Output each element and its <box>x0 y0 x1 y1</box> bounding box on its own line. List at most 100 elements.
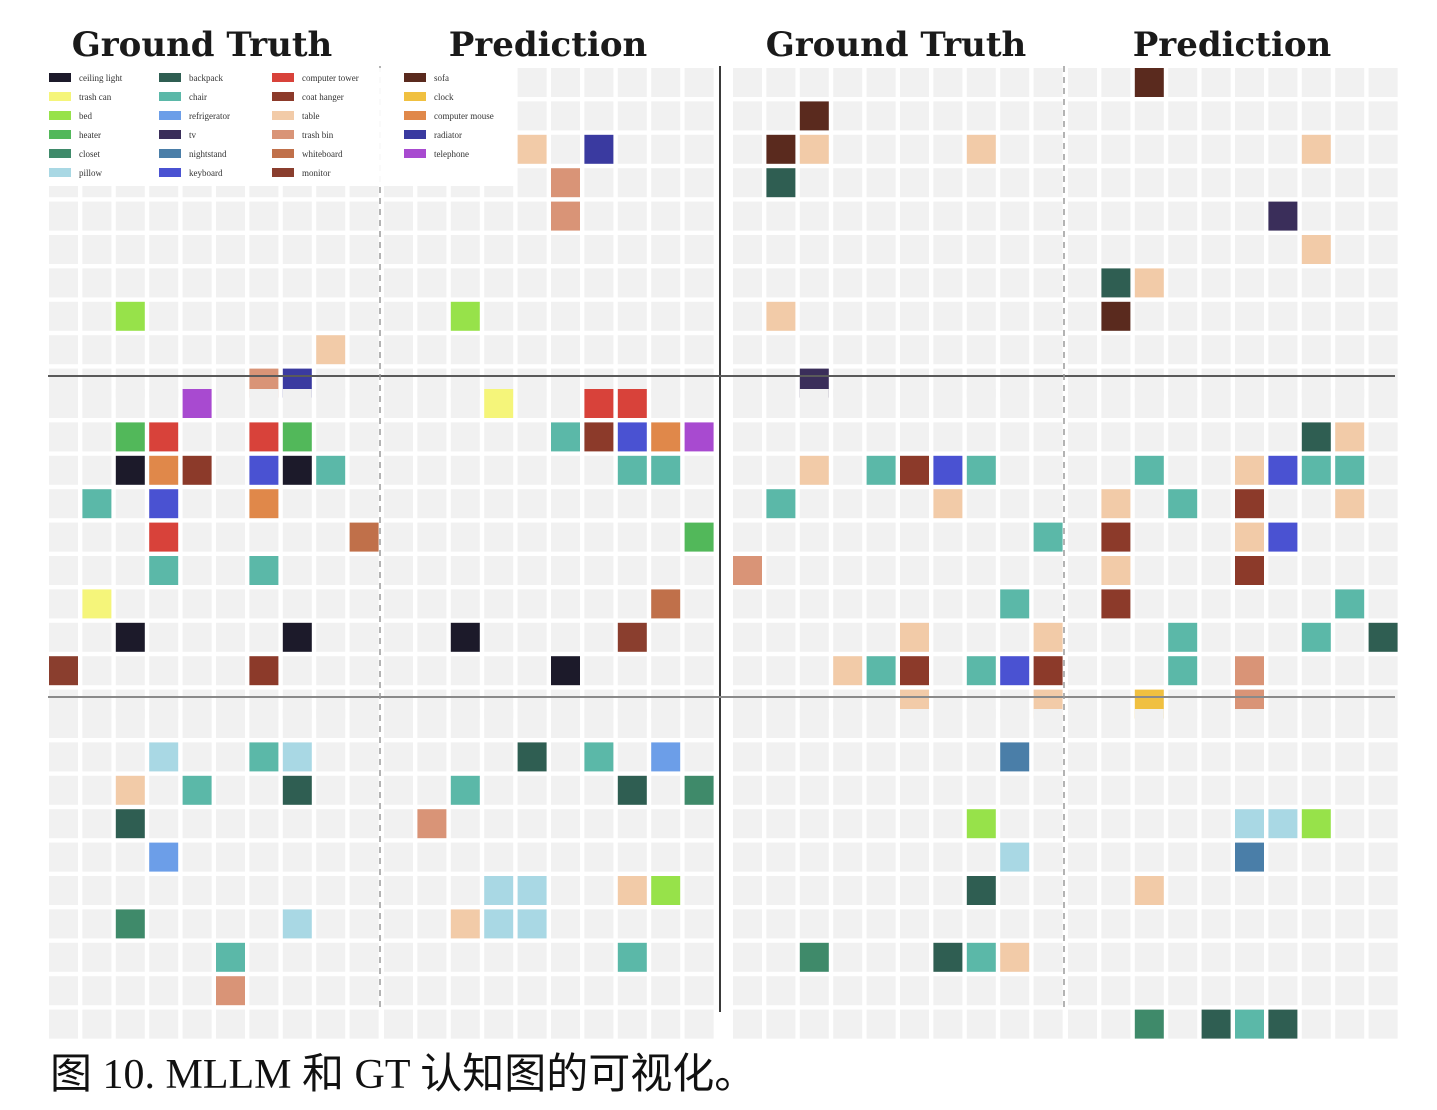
empty-cell <box>799 268 829 298</box>
empty-cell <box>651 775 681 805</box>
object-cell-ch <box>1033 522 1063 552</box>
empty-cell <box>799 168 829 198</box>
empty-cell <box>933 134 963 164</box>
empty-cell <box>866 742 896 772</box>
empty-cell <box>216 876 245 905</box>
empty-cell <box>1168 589 1198 619</box>
empty-cell <box>149 301 179 331</box>
empty-cell <box>484 976 514 1006</box>
empty-cell <box>1168 389 1198 418</box>
object-cell-tbin <box>551 201 580 231</box>
empty-cell <box>1268 301 1298 331</box>
empty-cell <box>1101 389 1131 418</box>
empty-cell <box>417 1009 447 1039</box>
object-cell-rad <box>584 134 614 164</box>
empty-cell <box>684 622 714 652</box>
empty-cell <box>933 909 963 939</box>
empty-cell <box>1368 301 1398 331</box>
empty-cell <box>149 201 179 231</box>
empty-cell <box>484 775 514 805</box>
object-cell-tb <box>966 134 996 164</box>
map-r2-pred-b <box>1068 389 1398 719</box>
empty-cell <box>1134 101 1164 131</box>
empty-cell <box>584 656 614 686</box>
empty-cell <box>49 709 78 738</box>
empty-cell <box>82 335 112 365</box>
empty-cell <box>384 522 413 552</box>
figure-caption: 图 10. MLLM 和 GT 认知图的可视化。 <box>50 1052 757 1098</box>
empty-cell <box>833 809 863 839</box>
empty-cell <box>651 101 681 131</box>
object-cell-ht <box>115 422 145 452</box>
empty-cell <box>1168 556 1198 585</box>
empty-cell <box>833 976 863 1006</box>
empty-cell <box>384 389 413 418</box>
empty-cell <box>766 942 796 972</box>
object-cell-bp <box>282 775 312 805</box>
empty-cell <box>450 1009 480 1039</box>
object-cell-ch <box>1335 589 1365 619</box>
empty-cell <box>1033 389 1063 418</box>
legend-swatch <box>159 130 181 139</box>
empty-cell <box>966 268 996 298</box>
empty-cell <box>517 622 547 652</box>
legend-swatch <box>272 149 294 158</box>
empty-cell <box>82 389 112 418</box>
empty-cell <box>966 589 996 619</box>
empty-cell <box>115 522 145 552</box>
empty-cell <box>49 422 78 452</box>
empty-cell <box>866 976 896 1006</box>
object-cell-pil <box>484 876 514 905</box>
empty-cell <box>450 522 480 552</box>
empty-cell <box>316 976 346 1006</box>
empty-cell <box>1101 455 1131 485</box>
empty-cell <box>1301 909 1331 939</box>
empty-cell <box>417 301 447 331</box>
empty-cell <box>1368 842 1398 872</box>
object-cell-bed <box>1301 809 1331 839</box>
empty-cell <box>417 876 447 905</box>
empty-cell <box>1301 489 1331 519</box>
object-cell-tb <box>799 134 829 164</box>
empty-cell <box>733 909 762 939</box>
empty-cell <box>517 335 547 365</box>
empty-cell <box>733 235 762 264</box>
legend-swatch <box>404 73 426 82</box>
empty-cell <box>766 976 796 1006</box>
object-cell-ch <box>866 656 896 686</box>
empty-cell <box>115 235 145 264</box>
empty-cell <box>1201 656 1231 686</box>
empty-cell <box>282 235 312 264</box>
empty-cell <box>316 742 346 772</box>
empty-cell <box>149 589 179 619</box>
empty-cell <box>900 101 929 131</box>
map-r3-gt-a <box>49 709 379 1039</box>
empty-cell <box>1134 976 1164 1006</box>
empty-cell <box>1201 134 1231 164</box>
empty-cell <box>1033 168 1063 198</box>
empty-cell <box>149 1009 179 1039</box>
empty-cell <box>1368 742 1398 772</box>
empty-cell <box>182 489 212 519</box>
empty-cell <box>833 389 863 418</box>
empty-cell <box>866 489 896 519</box>
empty-cell <box>933 422 963 452</box>
empty-cell <box>349 389 379 418</box>
empty-cell <box>733 335 762 365</box>
empty-cell <box>799 842 829 872</box>
empty-cell <box>216 389 245 418</box>
empty-cell <box>1368 656 1398 686</box>
legend-swatch <box>49 168 71 177</box>
empty-cell <box>1335 942 1365 972</box>
empty-cell <box>1235 68 1264 97</box>
empty-cell <box>651 809 681 839</box>
empty-cell <box>1168 809 1198 839</box>
empty-cell <box>1134 742 1164 772</box>
empty-cell <box>450 942 480 972</box>
object-cell-tb <box>115 775 145 805</box>
empty-cell <box>1268 101 1298 131</box>
legend-label: closet <box>79 149 100 159</box>
empty-cell <box>249 522 279 552</box>
object-cell-bp <box>1268 1009 1298 1039</box>
empty-cell <box>1000 489 1030 519</box>
